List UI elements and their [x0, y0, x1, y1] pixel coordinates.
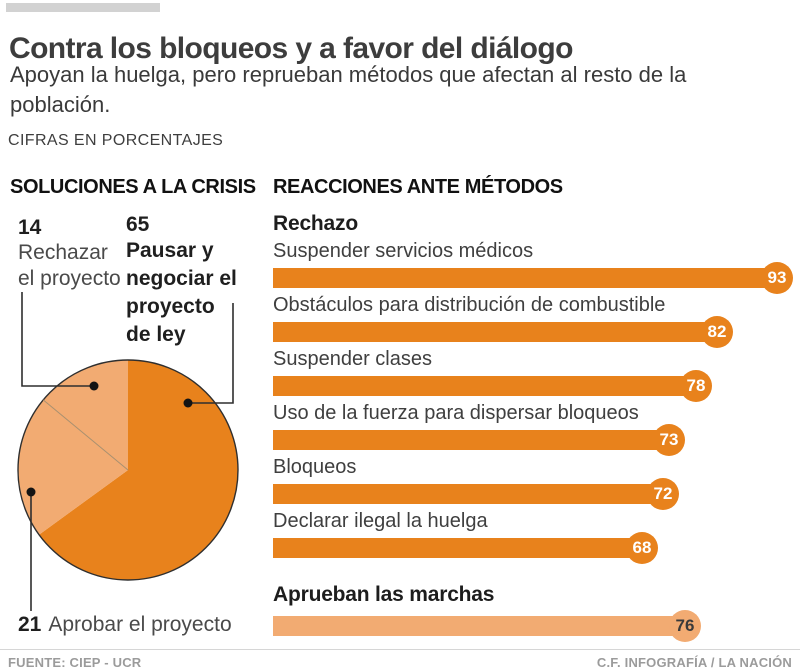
section-title-reacciones: REACCIONES ANTE MÉTODOS — [273, 176, 563, 198]
pie-label-line: Rechazar — [18, 241, 108, 264]
pie-value-rechazar: 14 — [18, 216, 42, 239]
bar-value-badge: 78 — [680, 370, 712, 402]
pie-value-pausar: 65 — [126, 213, 150, 236]
bar-obstaculos-combustible: 82 — [273, 316, 797, 348]
footer-divider — [0, 649, 800, 650]
pie-slices — [17, 360, 238, 580]
bar-value-badge: 72 — [647, 478, 679, 510]
leader-dot-pausar — [183, 398, 193, 408]
bar-group-header-rechazo: Rechazo — [273, 212, 358, 235]
bar-aprueban-marchas: 76 — [273, 610, 797, 642]
top-accent-bar — [6, 3, 160, 12]
pie-label-line: de ley — [126, 323, 186, 346]
pie-chart — [17, 292, 239, 611]
pie-label-line: el proyecto — [18, 267, 121, 290]
bar-label: Suspender clases — [273, 348, 432, 370]
pie-outline — [17, 359, 239, 581]
leader-line-pausar — [188, 303, 234, 404]
bar-value-badge: 68 — [626, 532, 658, 564]
bar-rect — [273, 538, 642, 558]
bar-suspender-clases: 78 — [273, 370, 797, 402]
pie-callout-pausar: 65 Pausar y negociar el proyecto de ley — [126, 213, 237, 349]
section-title-soluciones: SOLUCIONES A LA CRISIS — [10, 176, 256, 198]
units-note: CIFRAS EN PORCENTAJES — [8, 132, 224, 149]
pie-callout-aprobar: 21 Aprobar el proyecto — [18, 613, 232, 637]
leader-dot-rechazar — [89, 381, 99, 391]
bar-value-badge: 73 — [653, 424, 685, 456]
bar-value-badge: 76 — [669, 610, 701, 642]
page-title: Contra los bloqueos y a favor del diálog… — [9, 32, 573, 66]
pie-label-line: negociar el — [126, 267, 237, 290]
bar-bloqueos: 72 — [273, 478, 797, 510]
pie-label-aprobar: Aprobar el proyecto — [48, 613, 232, 636]
bar-group-header-aprueban: Aprueban las marchas — [273, 583, 495, 606]
pie-label-line: proyecto — [126, 295, 215, 318]
bar-rect — [273, 376, 696, 396]
bar-rect — [273, 430, 669, 450]
bar-uso-de-la-fuerza: 73 — [273, 424, 797, 456]
bar-declarar-ilegal-huelga: 68 — [273, 532, 797, 564]
bar-rect — [273, 616, 685, 636]
leader-line-rechazar — [21, 292, 94, 387]
bar-label: Declarar ilegal la huelga — [273, 510, 488, 532]
bar-label: Uso de la fuerza para dispersar bloqueos — [273, 402, 639, 424]
footer-source: FUENTE: CIEP - UCR — [8, 655, 142, 670]
pie-slice-divider — [42, 399, 129, 471]
bar-rect — [273, 484, 663, 504]
bar-rect — [273, 268, 777, 288]
bar-label: Bloqueos — [273, 456, 357, 478]
bar-label: Obstáculos para distribución de combusti… — [273, 294, 666, 316]
bar-value-badge: 93 — [761, 262, 793, 294]
pie-callout-rechazar: 14 Rechazar el proyecto — [18, 216, 121, 292]
page-subtitle: Apoyan la huelga, pero reprueban métodos… — [10, 62, 687, 117]
bar-label: Suspender servicios médicos — [273, 240, 534, 262]
pie-value-aprobar: 21 — [18, 613, 42, 636]
pie-label-line: Pausar y — [126, 239, 214, 262]
bar-value-badge: 82 — [701, 316, 733, 348]
bar-rect — [273, 322, 717, 342]
footer-credit: C.F. INFOGRAFÍA / LA NACIÓN — [596, 655, 792, 670]
leader-dot-aprobar — [26, 487, 36, 497]
bar-suspender-servicios-medicos: 93 — [273, 262, 797, 294]
